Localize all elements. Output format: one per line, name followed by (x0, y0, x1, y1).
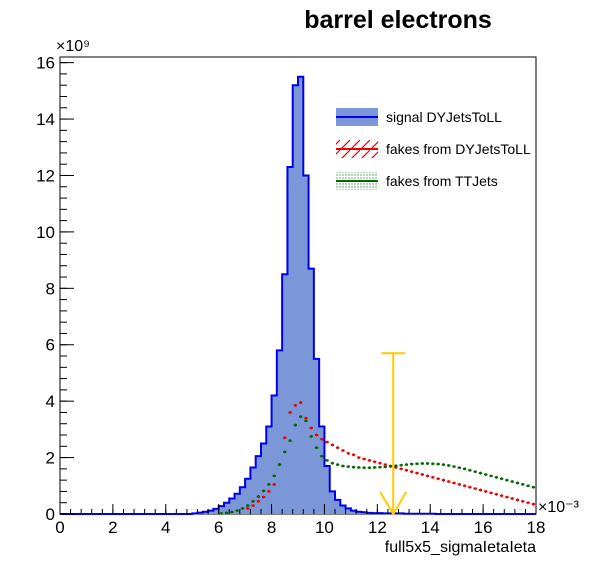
y-tick-label: 12 (36, 166, 55, 185)
x-axis-label: full5x5_sigmaIetaIeta (385, 539, 536, 556)
series-layer (60, 75, 536, 515)
series-1 (246, 401, 535, 510)
x-tick-label: 4 (161, 518, 170, 537)
chart-title: barrel electrons (304, 6, 492, 34)
x-tick-label: 16 (474, 518, 493, 537)
x-tick-label: 12 (368, 518, 387, 537)
x-axis-exponent: ×10⁻³ (538, 499, 580, 516)
axes: 0 2 4 6 8 10 12 14 16 18 0 2 4 6 8 10 12 14 16 (36, 54, 545, 537)
y-tick-label: 2 (46, 449, 55, 468)
y-axis-exponent: ×10⁹ (56, 38, 90, 55)
legend: signal DYJetsToLL fakes from DYJetsToLL fa… (336, 108, 531, 190)
cut-marker (379, 352, 408, 516)
x-tick-label: 2 (108, 518, 117, 537)
y-tick-label: 8 (46, 279, 55, 298)
x-tick-label: 14 (421, 518, 440, 537)
legend-label: signal DYJetsToLL (386, 109, 502, 125)
y-tick-label: 4 (46, 392, 55, 411)
x-tick-label: 6 (214, 518, 223, 537)
series-0 (60, 75, 536, 515)
x-tick-label: 8 (267, 518, 276, 537)
legend-label: fakes from TTJets (386, 173, 498, 189)
signal-outline (60, 75, 536, 515)
y-tick-label: 6 (46, 336, 55, 355)
legend-label: fakes from DYJetsToLL (386, 141, 531, 157)
y-tick-label: 14 (36, 110, 55, 129)
x-tick-label: 18 (527, 518, 546, 537)
y-tick-label: 0 (46, 505, 55, 524)
y-tick-label: 16 (36, 54, 55, 73)
signal-fill (60, 76, 536, 514)
cut-arrow-head (379, 491, 408, 516)
y-tick-label: 10 (36, 223, 55, 242)
x-tick-label: 0 (55, 518, 64, 537)
x-tick-label: 10 (315, 518, 334, 537)
series-2 (219, 415, 535, 515)
